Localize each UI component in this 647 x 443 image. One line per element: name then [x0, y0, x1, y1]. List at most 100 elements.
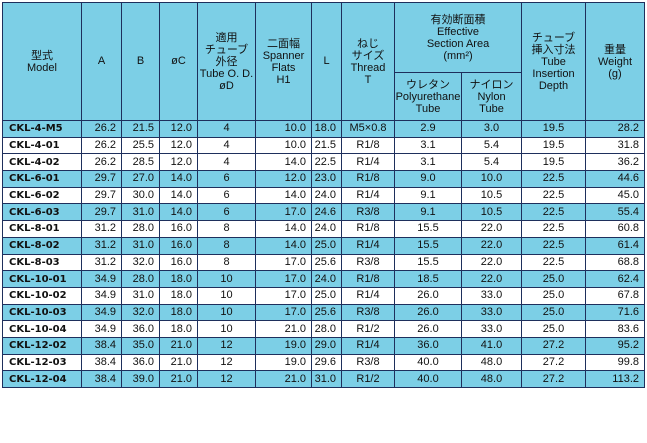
cell-a: 34.9 [81, 286, 122, 305]
header-line: Tube [541, 55, 566, 68]
table-row: CKL-10-01 34.9 28.0 18.0 10 17.0 24.0 R1/8 18.5 2… [2, 270, 645, 288]
cell-l: 25.6 [311, 303, 342, 322]
cell-tube-od: 10 [197, 320, 256, 338]
cell-c: 21.0 [159, 370, 198, 388]
cell-tube-od: 10 [197, 270, 256, 288]
cell-thread: R1/4 [341, 336, 395, 355]
cell-thread: R1/4 [341, 236, 395, 255]
header-a: A [81, 2, 122, 121]
cell-b: 36.0 [121, 320, 160, 338]
cell-polyurethane: 18.5 [394, 270, 462, 288]
cell-nylon: 10.0 [461, 170, 522, 188]
cell-polyurethane: 26.0 [394, 303, 462, 322]
cell-nylon: 10.5 [461, 203, 522, 222]
cell-tube-od: 4 [197, 120, 256, 138]
cell-tube-od: 6 [197, 203, 256, 222]
cell-c: 12.0 [159, 120, 198, 138]
cell-nylon: 33.0 [461, 286, 522, 305]
cell-l: 28.0 [311, 320, 342, 338]
cell-l: 18.0 [311, 120, 342, 138]
cell-b: 31.0 [121, 203, 160, 222]
cell-b: 28.0 [121, 270, 160, 288]
header-line: Nylon [477, 90, 506, 103]
cell-nylon: 10.5 [461, 186, 522, 205]
cell-tube-od: 8 [197, 253, 256, 272]
cell-model: CKL-12-03 [2, 353, 82, 372]
header-line: Thread [350, 61, 386, 74]
cell-b: 31.0 [121, 236, 160, 255]
cell-spanner-flats: 17.0 [255, 286, 312, 305]
cell-c: 21.0 [159, 336, 198, 355]
table-row: CKL-6-03 29.7 31.0 14.0 6 17.0 24.6 R3/8 9.1 10.5… [2, 203, 645, 222]
cell-model: CKL-10-04 [2, 320, 82, 338]
cell-nylon: 22.0 [461, 253, 522, 272]
cell-weight: 67.8 [585, 286, 645, 305]
header-model: 型式 Model [2, 2, 82, 121]
cell-weight: 113.2 [585, 370, 645, 388]
cell-thread: R3/8 [341, 253, 395, 272]
cell-spanner-flats: 14.0 [255, 153, 312, 172]
cell-polyurethane: 40.0 [394, 370, 462, 388]
cell-tube-od: 12 [197, 370, 256, 388]
cell-model: CKL-10-01 [2, 270, 82, 288]
header-line: ナイロン [469, 78, 514, 91]
cell-c: 12.0 [159, 153, 198, 172]
cell-a: 26.2 [81, 120, 122, 138]
cell-tube-od: 8 [197, 220, 256, 238]
cell-a: 29.7 [81, 170, 122, 188]
cell-weight: 28.2 [585, 120, 645, 138]
table-row: CKL-10-02 34.9 31.0 18.0 10 17.0 25.0 R1/4 26.0 3… [2, 286, 645, 305]
cell-thread: R3/8 [341, 203, 395, 222]
cell-thread: R1/4 [341, 153, 395, 172]
cell-l: 24.0 [311, 186, 342, 205]
cell-a: 38.4 [81, 370, 122, 388]
header-line: チューブ [531, 31, 576, 44]
header-b: B [121, 2, 160, 121]
cell-a: 31.2 [81, 253, 122, 272]
cell-l: 21.5 [311, 136, 342, 155]
cell-b: 25.5 [121, 136, 160, 155]
cell-b: 36.0 [121, 353, 160, 372]
header-line: 適用 [215, 31, 238, 44]
cell-l: 25.0 [311, 236, 342, 255]
header-line: Flats [271, 61, 296, 74]
header-line: (mm²) [443, 49, 473, 62]
cell-weight: 62.4 [585, 270, 645, 288]
header-thread: ねじ サイズ Thread T [341, 2, 395, 121]
header-line: Insertion [532, 67, 575, 80]
cell-polyurethane: 3.1 [394, 136, 462, 155]
cell-thread: M5×0.8 [341, 120, 395, 138]
cell-a: 34.9 [81, 320, 122, 338]
header-line: T [364, 73, 372, 86]
cell-polyurethane: 9.1 [394, 203, 462, 222]
header-line: 外径 [215, 55, 238, 68]
header-nylon: ナイロン Nylon Tube [461, 72, 522, 121]
cell-l: 31.0 [311, 370, 342, 388]
cell-thread: R3/8 [341, 303, 395, 322]
header-line: ウレタン [406, 78, 450, 91]
cell-model: CKL-8-02 [2, 236, 82, 255]
table-row: CKL-10-03 34.9 32.0 18.0 10 17.0 25.6 R3/8 26.0 3… [2, 303, 645, 322]
cell-weight: 95.2 [585, 336, 645, 355]
cell-a: 29.7 [81, 186, 122, 205]
cell-spanner-flats: 10.0 [255, 120, 312, 138]
cell-insertion-depth: 25.0 [521, 286, 586, 305]
cell-polyurethane: 2.9 [394, 120, 462, 138]
header-insertion-depth: チューブ 挿入寸法 Tube Insertion Depth [521, 2, 586, 121]
cell-a: 26.2 [81, 153, 122, 172]
cell-insertion-depth: 22.5 [521, 220, 586, 238]
cell-thread: R1/4 [341, 186, 395, 205]
cell-a: 31.2 [81, 220, 122, 238]
cell-insertion-depth: 25.0 [521, 303, 586, 322]
cell-thread: R1/2 [341, 370, 395, 388]
header-line: 二面幅 [267, 37, 300, 50]
cell-model: CKL-6-01 [2, 170, 82, 188]
table-row: CKL-8-03 31.2 32.0 16.0 8 17.0 25.6 R3/8 15.5 22.… [2, 253, 645, 272]
header-line: Model [27, 61, 57, 74]
cell-l: 25.0 [311, 286, 342, 305]
cell-b: 30.0 [121, 186, 160, 205]
table-row: CKL-12-03 38.4 36.0 21.0 12 19.0 29.6 R3/8 40.0 4… [2, 353, 645, 372]
cell-b: 28.5 [121, 153, 160, 172]
cell-tube-od: 12 [197, 353, 256, 372]
cell-polyurethane: 26.0 [394, 320, 462, 338]
